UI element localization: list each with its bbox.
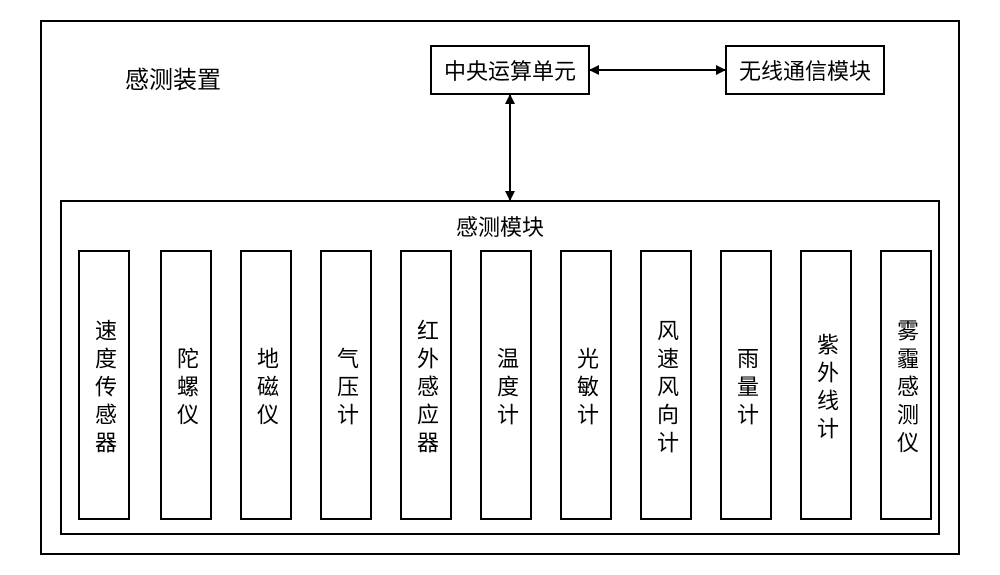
wireless-label: 无线通信模块 [739,54,871,86]
sensor-item: 气压计 [320,250,372,520]
sensor-item: 风速风向计 [640,250,692,520]
device-title: 感测装置 [125,60,221,95]
sensor-item: 红外感应器 [400,250,452,520]
sensor-item: 温度计 [480,250,532,520]
sensor-item: 陀螺仪 [160,250,212,520]
sensor-item: 速度传感器 [78,250,130,520]
sensor-item: 紫外线计 [800,250,852,520]
sensor-item: 地磁仪 [240,250,292,520]
sensor-module-title: 感测模块 [60,210,940,242]
wireless-box: 无线通信模块 [725,45,885,95]
sensor-item: 雾霾感测仪 [880,250,932,520]
sensor-item: 光敏计 [560,250,612,520]
cpu-box: 中央运算单元 [430,45,590,95]
sensor-item: 雨量计 [720,250,772,520]
cpu-label: 中央运算单元 [444,54,576,86]
